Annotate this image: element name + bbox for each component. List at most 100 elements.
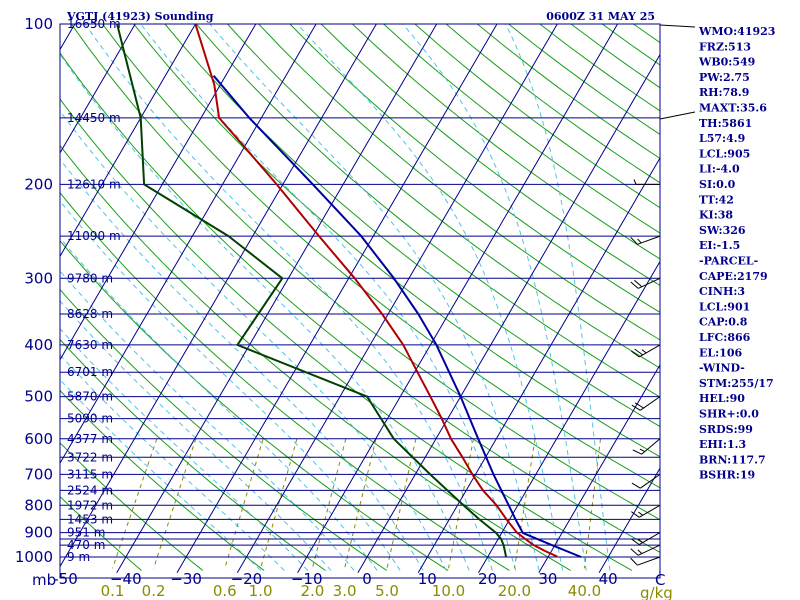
- dry-adiabat-line: [320, 24, 660, 286]
- isotherm-line: [60, 24, 197, 258]
- temperature-tick-label: -50: [53, 570, 78, 588]
- sounding-index-item: MAXT:35.6: [699, 102, 767, 115]
- sounding-index-item: LCL:905: [699, 147, 750, 160]
- wind-barb-half-flag: [637, 238, 642, 244]
- dry-adiabat-line: [289, 24, 660, 313]
- pressure-tick-label: 700: [24, 465, 53, 483]
- height-label: 14450 m: [67, 111, 121, 125]
- isotherm-line: [60, 24, 377, 568]
- sounding-index-item: STM:255/17: [699, 377, 774, 390]
- sounding-index-item: FRZ:513: [699, 40, 751, 53]
- height-label: 6701 m: [67, 365, 113, 379]
- wind-barb-flag: [631, 350, 640, 358]
- mixing-ratio-line: [224, 438, 264, 569]
- moist-adiabat-line: [60, 110, 447, 571]
- wind-barbs: [630, 179, 661, 566]
- isotherm-line: [598, 467, 660, 573]
- height-label: 951 m: [67, 526, 105, 540]
- wind-barb: [631, 504, 661, 518]
- parcel-profile-line: [212, 75, 582, 558]
- sounding-index-item: LFC:866: [699, 331, 751, 344]
- isobar-lines: [60, 23, 660, 558]
- axis-labels: 0.1 0.2 0.6 1.0 2.0 3.0 5.0 10.0 20.0 40.01002003…: [15, 15, 618, 600]
- mixing-ratio-tick-label: 40.0: [568, 582, 601, 600]
- sounding-index-item: LI:-4.0: [699, 163, 740, 176]
- sounding-index-item: L57:4.9: [699, 132, 745, 145]
- dry-adiabat-line: [133, 24, 660, 458]
- mixing-ratio-line: [386, 438, 417, 569]
- height-label: 5090 m: [67, 412, 113, 426]
- temperature-tick-label: 0: [362, 570, 372, 588]
- wind-barb-flag: [631, 511, 640, 518]
- wind-barb-flag: [630, 236, 638, 245]
- pressure-tick-label: 600: [24, 430, 53, 448]
- isotherm-line: [60, 24, 317, 465]
- temperature-tick-label: 10: [418, 570, 437, 588]
- wind-barb-flag: [634, 348, 643, 356]
- wind-barb-flag: [630, 281, 639, 289]
- temperature-profile-line: [194, 24, 558, 558]
- height-label: 5870 m: [67, 390, 113, 404]
- pressure-tick-label: 400: [24, 336, 53, 354]
- temperature-tick-label: −10: [291, 570, 323, 588]
- moist-adiabat-line: [60, 53, 470, 571]
- pressure-unit-label: mb: [32, 571, 56, 589]
- wind-barb-flag: [630, 548, 639, 556]
- isotherm-line: [478, 260, 660, 573]
- height-label: 9 m: [67, 550, 90, 564]
- wind-barb-half-flag: [638, 538, 644, 543]
- mixing-ratio-tick-label: 20.0: [498, 582, 531, 600]
- dry-adiabat-line: [226, 24, 660, 369]
- index-pointer-line: [659, 111, 696, 120]
- sounding-index-item: HEL:90: [699, 392, 745, 405]
- height-label: 1453 m: [67, 512, 113, 526]
- sounding-profiles: [116, 24, 582, 558]
- wind-barb-flag: [631, 482, 641, 489]
- mixing-ratio-line: [513, 438, 536, 569]
- isotherm-line: [116, 24, 438, 573]
- wind-barb: [630, 235, 661, 245]
- sounding-index-item: EL:106: [699, 346, 742, 359]
- mixing-ratio-tick-label: 0.6: [213, 582, 237, 600]
- sounding-index-item: SI:0.0: [699, 178, 736, 191]
- pressure-tick-label: 800: [24, 496, 53, 514]
- pressure-tick-label: 300: [24, 269, 53, 287]
- isotherm-line: [60, 24, 136, 154]
- index-pointer-line: [659, 24, 696, 28]
- pressure-tick-label: 200: [24, 175, 53, 193]
- sounding-index-item: -WIND-: [699, 362, 745, 375]
- sounding-index-item: BSHR:19: [699, 469, 755, 482]
- sounding-index-item: TT:42: [699, 193, 734, 206]
- wind-barb-flag: [634, 402, 644, 409]
- height-label: 9780 m: [67, 271, 113, 285]
- sounding-indices: WMO:41923 FRZ:513 WB0:549 PW:2.75 RH:78.9 MAX…: [698, 25, 775, 482]
- wind-barb: [633, 179, 660, 185]
- wind-barb-half-flag: [641, 349, 647, 354]
- wind-barb-flag: [630, 557, 638, 566]
- pressure-tick-label: 900: [24, 524, 53, 542]
- wind-barb-half-flag: [639, 448, 645, 453]
- mixing-ratio-tick-label: 2.0: [300, 582, 324, 600]
- mixing-ratio-unit-label: g/kg: [640, 584, 673, 600]
- dry-adiabat-line: [258, 24, 660, 341]
- background-lines: [60, 24, 660, 573]
- dry-adiabat-line: [351, 24, 660, 260]
- mixing-ratio-line: [311, 438, 347, 569]
- wind-barb-staff: [637, 235, 661, 245]
- moist-adiabat-line: [60, 300, 332, 571]
- temperature-tick-label: −30: [170, 570, 202, 588]
- sounding-index-item: EI:-1.5: [699, 239, 740, 252]
- plot-frame: [59, 23, 661, 579]
- wind-barb: [630, 556, 661, 566]
- wind-barb-staff: [637, 556, 661, 566]
- wind-barb-flag: [631, 538, 640, 546]
- mixing-ratio-line: [153, 438, 197, 569]
- sounding-index-item: RH:78.9: [699, 86, 749, 99]
- mixing-ratio-tick-label: 3.0: [333, 582, 357, 600]
- pressure-tick-label: 500: [24, 388, 53, 406]
- wind-barb-flag: [634, 279, 643, 288]
- sounding-index-item: SRDS:99: [699, 423, 753, 436]
- sounding-index-item: SW:326: [699, 224, 746, 237]
- dewpoint-profile-line: [116, 24, 507, 557]
- wind-barb: [631, 344, 661, 358]
